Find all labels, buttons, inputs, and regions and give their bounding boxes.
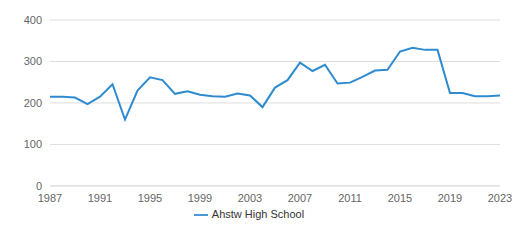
svg-text:1999: 1999 [188, 192, 212, 204]
svg-text:2007: 2007 [288, 192, 312, 204]
svg-text:1991: 1991 [88, 192, 112, 204]
html-text:Ahstw High School: Ahstw High School [211, 207, 305, 220]
svg-text:1987: 1987 [38, 192, 62, 204]
svg-text:1995: 1995 [138, 192, 162, 204]
svg-text:200: 200 [24, 97, 42, 109]
svg-text:400: 400 [24, 14, 42, 26]
svg-text:2011: 2011 [338, 192, 362, 204]
svg-text:2015: 2015 [388, 192, 412, 204]
svg-text:2019: 2019 [438, 192, 462, 204]
svg-text:100: 100 [24, 138, 42, 150]
svg-text:0: 0 [36, 180, 42, 192]
svg-text:2023: 2023 [488, 192, 512, 204]
svg-text:300: 300 [24, 55, 42, 67]
svg-text:2003: 2003 [238, 192, 262, 204]
